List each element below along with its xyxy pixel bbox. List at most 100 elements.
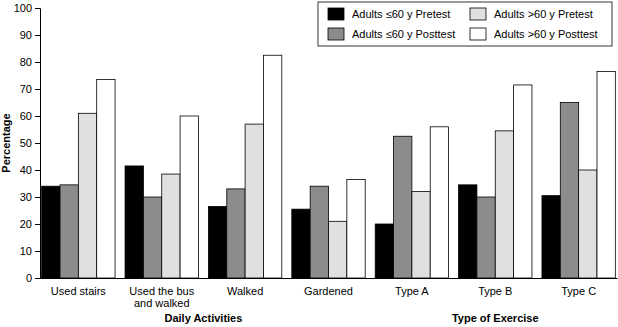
tick-label-line: Type B bbox=[478, 285, 512, 297]
tick-label: 0 bbox=[26, 272, 32, 284]
legend-label: Adults >60 y Posttest bbox=[494, 28, 598, 40]
bar bbox=[125, 166, 143, 278]
bar bbox=[310, 186, 328, 278]
axis-line bbox=[35, 9, 41, 279]
tick-label: 10 bbox=[20, 245, 32, 257]
tick-label-line: Walked bbox=[227, 285, 263, 297]
tick: 60 bbox=[20, 110, 40, 122]
legend-box bbox=[318, 2, 612, 46]
tick: Gardened bbox=[304, 278, 353, 297]
bar bbox=[477, 197, 495, 278]
bar bbox=[394, 136, 412, 278]
tick-mark bbox=[35, 224, 40, 225]
bar bbox=[459, 185, 477, 278]
group-label: Type of Exercise bbox=[452, 312, 539, 324]
bar bbox=[542, 196, 560, 278]
series bbox=[42, 166, 561, 278]
tick: 70 bbox=[20, 83, 40, 95]
series bbox=[60, 103, 579, 279]
tick-label-line: Type A bbox=[395, 285, 429, 297]
tick-label: Used the busand walked bbox=[129, 285, 194, 309]
tick-label: 50 bbox=[20, 137, 32, 149]
y-axis: 0 10 20 30 40 50 60 70 80 90 100 bbox=[14, 2, 41, 284]
legend-swatch bbox=[470, 28, 486, 40]
tick: 30 bbox=[20, 191, 40, 203]
tick-label-line: Gardened bbox=[304, 285, 353, 297]
legend-swatch bbox=[328, 28, 344, 40]
tick-label: 20 bbox=[20, 218, 32, 230]
tick: Used stairs bbox=[51, 278, 107, 297]
tick-label-line: Used stairs bbox=[51, 285, 107, 297]
legend-label: Adults ≤60 y Pretest bbox=[352, 8, 450, 20]
tick-mark bbox=[35, 35, 40, 36]
bar bbox=[560, 103, 578, 279]
tick-mark bbox=[35, 170, 40, 171]
tick: Type C bbox=[561, 278, 596, 297]
bar bbox=[97, 80, 115, 278]
axis-line bbox=[41, 278, 618, 279]
tick-label: 80 bbox=[20, 56, 32, 68]
bar bbox=[292, 209, 310, 278]
tick-label: Type C bbox=[561, 285, 596, 297]
bar bbox=[430, 127, 448, 278]
bar bbox=[514, 85, 532, 278]
tick: Type B bbox=[478, 278, 512, 297]
tick-label: Type A bbox=[395, 285, 429, 297]
tick: 100 bbox=[14, 2, 40, 14]
tick: 40 bbox=[20, 164, 40, 176]
tick-label: Used stairs bbox=[51, 285, 107, 297]
legend-label: Adults ≤60 y Posttest bbox=[352, 28, 455, 40]
tick: Type A bbox=[395, 278, 429, 297]
bar bbox=[78, 113, 96, 278]
bar bbox=[375, 224, 393, 278]
bar bbox=[245, 124, 263, 278]
bar bbox=[162, 174, 180, 278]
x-axis: Used stairs Used the busand walked Walked G… bbox=[41, 278, 618, 309]
tick-label-line: Type C bbox=[561, 285, 596, 297]
chart: 0 10 20 30 40 50 60 70 80 90 100 Used stairs Used th… bbox=[0, 0, 618, 327]
tick: 20 bbox=[20, 218, 40, 230]
tick-mark bbox=[35, 251, 40, 252]
bar bbox=[263, 55, 281, 278]
tick-label: 90 bbox=[20, 29, 32, 41]
tick-mark bbox=[35, 197, 40, 198]
bar bbox=[208, 206, 226, 278]
tick: Used the busand walked bbox=[129, 278, 194, 309]
tick-label: Type B bbox=[478, 285, 512, 297]
legend-label: Adults >60 y Pretest bbox=[494, 8, 593, 20]
bar bbox=[42, 186, 60, 278]
tick: Walked bbox=[227, 278, 263, 297]
tick-mark bbox=[35, 278, 40, 279]
bar bbox=[412, 192, 430, 278]
tick-mark bbox=[35, 116, 40, 117]
tick-label: Gardened bbox=[304, 285, 353, 297]
legend-swatch bbox=[328, 8, 344, 20]
tick: 10 bbox=[20, 245, 40, 257]
series bbox=[97, 55, 616, 278]
tick: 90 bbox=[20, 29, 40, 41]
tick: 80 bbox=[20, 56, 40, 68]
legend: Adults ≤60 y Pretest Adults ≤60 y Posttes… bbox=[318, 2, 612, 46]
bar bbox=[579, 170, 597, 278]
tick-mark bbox=[35, 62, 40, 63]
tick-mark bbox=[35, 89, 40, 90]
tick-label: 70 bbox=[20, 83, 32, 95]
y-label: Percentage bbox=[0, 113, 12, 172]
tick-label: Walked bbox=[227, 285, 263, 297]
tick-label-line: and walked bbox=[134, 297, 190, 309]
tick-label: 40 bbox=[20, 164, 32, 176]
tick-mark bbox=[35, 8, 40, 9]
bar bbox=[597, 71, 615, 278]
bar bbox=[60, 185, 78, 278]
bar bbox=[495, 131, 513, 278]
tick: 0 bbox=[26, 272, 40, 284]
group-label: Daily Activities bbox=[164, 312, 242, 324]
bar bbox=[180, 116, 198, 278]
tick: 50 bbox=[20, 137, 40, 149]
tick-label: 30 bbox=[20, 191, 32, 203]
tick-label: 100 bbox=[14, 2, 32, 14]
legend-swatch bbox=[470, 8, 486, 20]
bar bbox=[143, 197, 161, 278]
tick-label: 60 bbox=[20, 110, 32, 122]
bar bbox=[329, 221, 347, 278]
